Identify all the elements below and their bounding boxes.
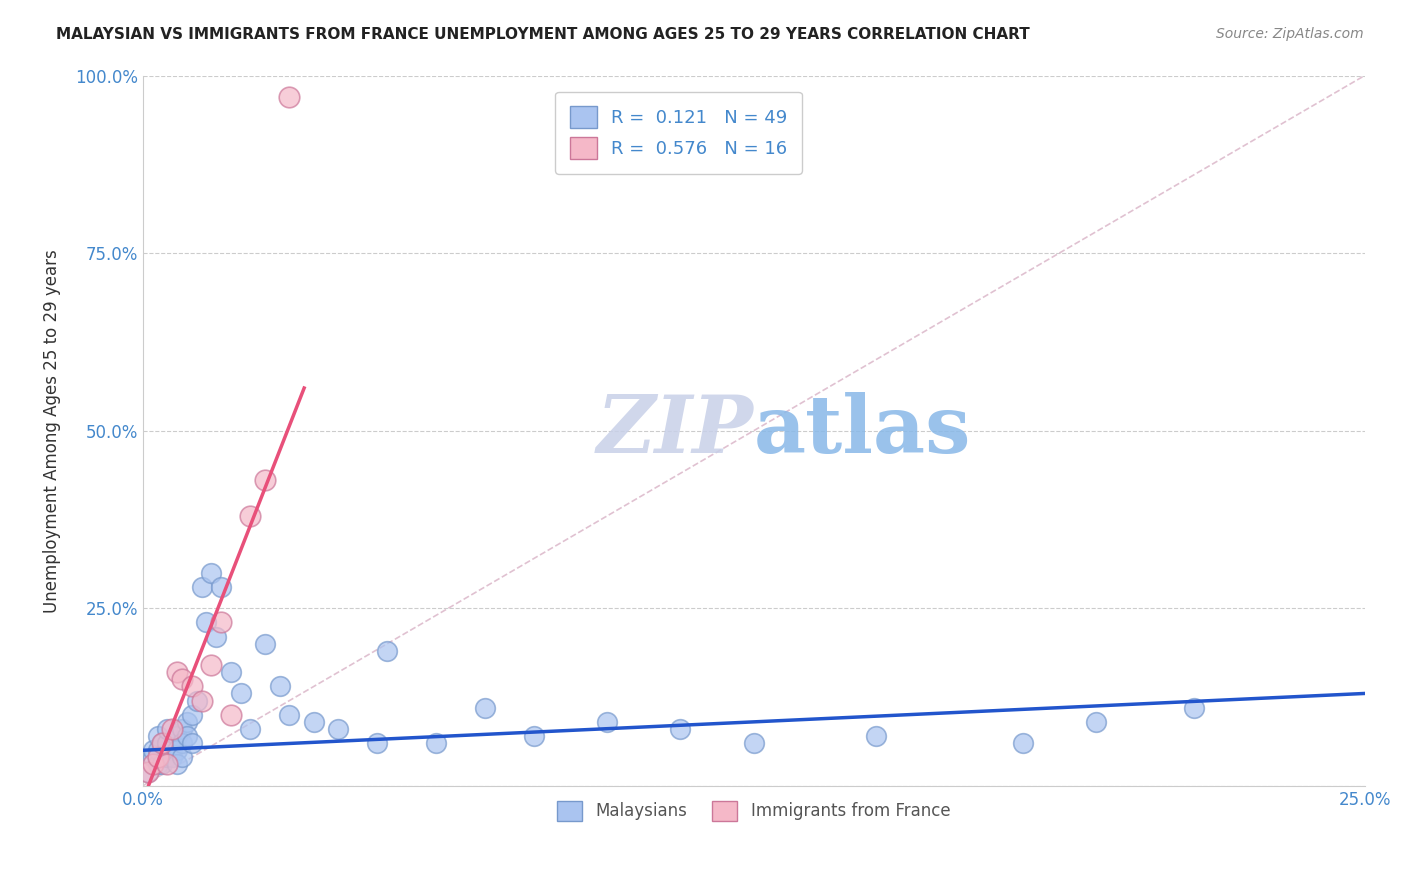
Text: MALAYSIAN VS IMMIGRANTS FROM FRANCE UNEMPLOYMENT AMONG AGES 25 TO 29 YEARS CORRE: MALAYSIAN VS IMMIGRANTS FROM FRANCE UNEM… (56, 27, 1031, 42)
Point (865, 729, 887, 743)
Point (278, 707, 301, 722)
Text: atlas: atlas (754, 392, 972, 470)
Point (209, 615, 232, 630)
Point (166, 743, 188, 757)
Point (166, 757, 188, 772)
Point (146, 750, 169, 764)
Point (156, 736, 179, 750)
Point (302, 714, 325, 729)
Point (170, 722, 193, 736)
Point (156, 757, 179, 772)
Point (166, 729, 188, 743)
Point (239, 722, 262, 736)
Point (219, 665, 242, 680)
Point (366, 736, 388, 750)
Point (180, 679, 202, 693)
Point (1011, 736, 1033, 750)
Point (239, 508, 262, 523)
Point (229, 686, 252, 700)
Point (176, 714, 198, 729)
Point (254, 474, 277, 488)
Point (142, 743, 165, 757)
Point (170, 750, 193, 764)
Point (156, 750, 179, 764)
Point (180, 707, 202, 722)
Point (156, 722, 179, 736)
Point (190, 693, 212, 707)
Point (166, 665, 188, 680)
Point (1084, 714, 1107, 729)
Point (146, 757, 169, 772)
Point (180, 736, 202, 750)
Point (200, 658, 222, 673)
Point (474, 700, 496, 714)
Legend: Malaysians, Immigrants from France: Malaysians, Immigrants from France (544, 788, 963, 834)
Point (596, 714, 619, 729)
Point (200, 566, 222, 580)
Point (170, 672, 193, 686)
Point (523, 729, 546, 743)
Point (425, 736, 447, 750)
Point (269, 679, 291, 693)
Point (254, 637, 277, 651)
Point (219, 707, 242, 722)
Point (160, 743, 183, 757)
Y-axis label: Unemployment Among Ages 25 to 29 years: Unemployment Among Ages 25 to 29 years (44, 249, 60, 613)
Point (278, 90, 301, 104)
Point (152, 736, 174, 750)
Point (142, 757, 165, 772)
Point (190, 580, 212, 594)
Point (142, 750, 165, 764)
Point (152, 736, 174, 750)
Point (136, 764, 159, 779)
Point (669, 722, 692, 736)
Point (176, 729, 198, 743)
Point (742, 736, 765, 750)
Point (146, 743, 169, 757)
Point (205, 630, 228, 644)
Point (136, 764, 159, 779)
Point (170, 736, 193, 750)
Point (195, 615, 218, 630)
Point (186, 693, 208, 707)
Point (160, 750, 183, 764)
Point (209, 580, 232, 594)
Text: ZIP: ZIP (598, 392, 754, 469)
Point (328, 722, 350, 736)
Point (152, 757, 174, 772)
Point (1182, 700, 1205, 714)
Point (146, 729, 169, 743)
Point (160, 722, 183, 736)
Text: Source: ZipAtlas.com: Source: ZipAtlas.com (1216, 27, 1364, 41)
Point (375, 644, 398, 658)
